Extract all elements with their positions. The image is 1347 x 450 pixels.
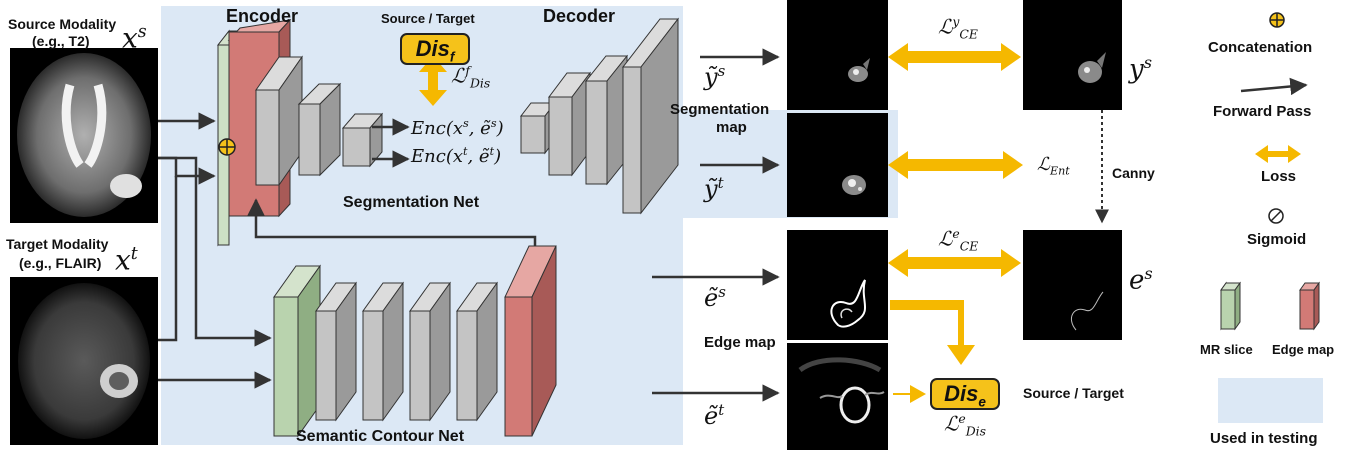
loss-entropy: ℒEnt [1037, 154, 1070, 178]
source-target-top-label: Source / Target [381, 11, 475, 26]
contour-block-4 [456, 310, 478, 421]
contour-mr-slice-slab [273, 296, 299, 437]
canny-label: Canny [1112, 165, 1155, 181]
loss-ce-seg: ℒyCE [938, 14, 978, 42]
encoder-block-2 [298, 103, 321, 176]
target-modality-title: Target Modality [6, 236, 109, 252]
pred-seg-target [787, 113, 888, 217]
decoder-block-2 [548, 96, 573, 176]
source-var: xs [122, 21, 147, 55]
contour-block-3 [409, 310, 431, 421]
decoder-block-3 [585, 80, 608, 185]
pred-seg-source [787, 0, 888, 110]
target-mr-scan [10, 277, 158, 445]
loss-ce-edge: ℒeCE [938, 226, 979, 254]
pred-edge-source-label: ẽs [704, 283, 726, 312]
encoder-label: Encoder [226, 6, 299, 26]
pred-seg-target-label: ỹt [704, 174, 724, 203]
encoder-block-1 [255, 89, 280, 186]
decoder-label: Decoder [543, 6, 616, 26]
source-mr-scan [10, 48, 158, 223]
edge-discriminator: Dise [930, 378, 1000, 410]
decoder-block-1 [520, 115, 546, 154]
legend-concatenation: Concatenation [1208, 39, 1313, 56]
contour-block-1 [315, 310, 337, 421]
forward-arrows [158, 48, 780, 402]
pred-edge-target-label: ẽt [704, 401, 725, 430]
pred-edge-target [787, 343, 888, 450]
encoder-block-3 [342, 127, 371, 167]
enc-target-feature: Enc(xt, ẽt) [411, 145, 502, 167]
segmentation-net-label: Segmentation Net [343, 194, 480, 211]
semantic-contour-net-label: Semantic Contour Net [296, 428, 465, 445]
pred-edge-source [787, 230, 888, 340]
gt-seg-source-label: ys [1129, 53, 1152, 85]
concat-symbol [218, 138, 236, 156]
segmentation-map-label-2: map [716, 119, 747, 136]
source-target-bottom-label: Source / Target [1023, 385, 1124, 401]
decoder-block-4 [622, 66, 642, 214]
source-modality-title: Source Modality [8, 16, 117, 32]
network-blocks [216, 17, 680, 438]
target-modality-example: (e.g., FLAIR) [19, 255, 102, 271]
gt-edge-source-label: es [1129, 264, 1153, 296]
legend-loss: Loss [1261, 168, 1297, 185]
legend-used-in-testing: Used in testing [1210, 430, 1318, 447]
legend-mr-slice: MR slice [1200, 342, 1253, 357]
legend-graphics [1218, 12, 1323, 423]
edge-map-label: Edge map [704, 334, 776, 351]
legend-sigmoid: Sigmoid [1247, 231, 1307, 248]
target-var: xt [115, 243, 138, 277]
feature-discriminator: Disf [400, 33, 470, 65]
segmentation-map-label-1: Segmentation [670, 101, 770, 118]
enc-source-feature: Enc(xs, ẽs) [411, 117, 504, 139]
loss-dis-feature: ℒfDis [451, 63, 491, 91]
testing-swatch [1218, 378, 1323, 423]
loss-dis-edge: ℒeDis [944, 411, 987, 439]
contour-block-2 [362, 310, 384, 421]
contour-edge-map-slab [504, 296, 533, 437]
legend-forward-pass: Forward Pass [1213, 103, 1312, 120]
loss-arrows [419, 43, 1023, 403]
pred-seg-source-label: ỹs [704, 62, 726, 91]
legend-edge-map: Edge map [1272, 342, 1335, 357]
gt-seg-source [1023, 0, 1122, 110]
source-modality-example: (e.g., T2) [32, 33, 90, 49]
gt-edge-source [1023, 230, 1122, 340]
